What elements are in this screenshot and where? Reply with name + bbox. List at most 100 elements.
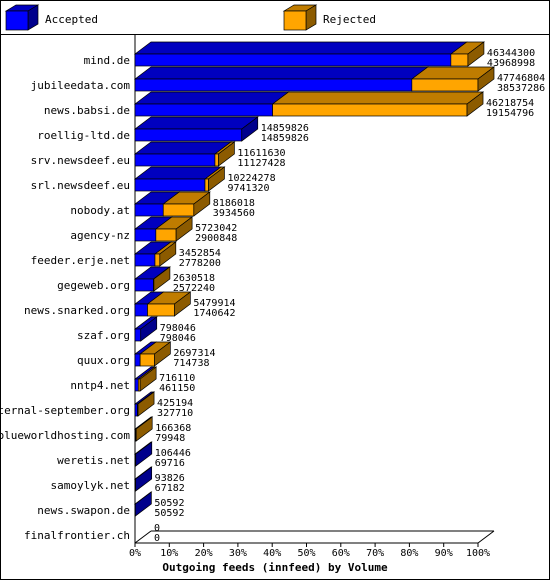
value-label-offered: 5479914: [193, 298, 235, 309]
value-label-accepted: 14859826: [261, 133, 309, 144]
value-label-offered: 798046: [160, 323, 196, 334]
bar-row: [133, 291, 192, 317]
bar-side-face: [153, 266, 171, 292]
value-label-accepted: 0: [154, 533, 160, 544]
bars: [133, 41, 496, 517]
value-label-offered: 46218754: [486, 98, 534, 109]
bar-side-face: [467, 41, 485, 67]
value-label-accepted: 79948: [155, 433, 185, 444]
bar-accepted: [133, 41, 468, 67]
x-tick-label: 10%: [160, 548, 178, 559]
bar-side-face: [135, 466, 153, 492]
category-label: samoylyk.net: [51, 479, 130, 492]
value-label-accepted: 69716: [155, 458, 185, 469]
category-label: feeder.erje.net: [31, 254, 130, 267]
value-label-accepted: 19154796: [486, 108, 534, 119]
bar-rejected: [139, 341, 172, 367]
bar-accepted: [133, 91, 290, 117]
value-label-accepted: 1740642: [193, 308, 235, 319]
category-label: roellig-ltd.de: [37, 129, 130, 142]
value-label-offered: 0: [154, 523, 160, 534]
bar-row: [133, 166, 226, 192]
bar-side-face: [174, 291, 191, 317]
bar-side-face: [175, 216, 193, 242]
value-label-offered: 5723042: [195, 223, 237, 234]
category-label: weretis.net: [57, 454, 130, 467]
x-tick-label: 100%: [466, 548, 490, 559]
x-axis-depth-right: [477, 530, 495, 544]
bar-row: [133, 141, 236, 167]
category-label: nntp4.net: [70, 379, 130, 392]
category-label: srl.newsdeef.eu: [31, 179, 130, 192]
category-label: eternal-september.org: [0, 404, 130, 417]
category-label: agency-nz: [70, 229, 130, 242]
bar-rejected: [271, 91, 485, 117]
bar-rejected: [449, 41, 485, 67]
value-label-accepted: 11127428: [237, 158, 285, 169]
category-labels: mind.de jubileedata.com news.babsi.de roell…: [0, 54, 130, 542]
bar-side-face: [154, 341, 171, 367]
bar-row: [133, 416, 154, 442]
x-tick-label: 70%: [366, 548, 384, 559]
value-label-accepted: 67182: [155, 483, 185, 494]
bar-row: [133, 116, 259, 142]
value-label-offered: 716110: [159, 373, 195, 384]
category-label: quux.org: [77, 354, 130, 367]
value-label-offered: 2697314: [173, 348, 215, 359]
bar-side-face: [466, 91, 484, 117]
value-label-offered: 47746804: [497, 73, 545, 84]
legend-label-rejected: Rejected: [323, 13, 376, 26]
value-label-accepted: 2572240: [173, 283, 215, 294]
value-label-accepted: 461150: [159, 383, 195, 394]
bar-row: [133, 366, 158, 392]
legend-swatch-rejected: [283, 10, 307, 31]
x-ticks: 0% 10% 20% 30% 40% 50% 60% 70% 80% 90% 100%: [129, 543, 490, 559]
value-label-offered: 2630518: [173, 273, 215, 284]
category-label: jubileedata.com: [31, 79, 131, 92]
x-tick-label: 40%: [263, 548, 281, 559]
bar-row: [133, 491, 153, 517]
x-tick-label: 80%: [400, 548, 418, 559]
bar-rejected: [146, 291, 192, 317]
bar-row: [133, 191, 211, 217]
value-label-offered: 8186018: [213, 198, 255, 209]
x-tick-label: 30%: [229, 548, 247, 559]
value-label-offered: 14859826: [261, 123, 309, 134]
category-label: news.snarked.org: [24, 304, 130, 317]
category-label: nobody.at: [70, 204, 130, 217]
bar-row: [133, 241, 177, 267]
value-label-accepted: 714738: [173, 358, 209, 369]
value-label-offered: 46344300: [487, 48, 535, 59]
value-label-accepted: 9741320: [227, 183, 269, 194]
category-label: mind.de: [84, 54, 130, 67]
bar-row: [133, 316, 158, 342]
bar-side-face: [208, 166, 225, 192]
bar-row: [133, 441, 153, 467]
bar-side-face: [139, 366, 157, 392]
category-label: news.swapon.de: [37, 504, 130, 517]
bar-row: [133, 216, 194, 242]
value-label-offered: 93826: [155, 473, 185, 484]
x-axis-depth-left: [134, 530, 152, 544]
legend-swatch-accepted: [5, 10, 29, 31]
bar-side-face: [193, 191, 211, 217]
x-tick-label: 90%: [435, 548, 453, 559]
bar-row: [133, 91, 485, 117]
bar-side-face: [477, 66, 495, 92]
value-label-accepted: 38537286: [497, 83, 545, 94]
bar-accepted: [133, 116, 259, 142]
value-label-accepted: 2778200: [179, 258, 221, 269]
bar-side-face: [135, 491, 152, 517]
value-label-accepted: 327710: [157, 408, 193, 419]
category-label: blueworldhosting.com: [0, 429, 130, 442]
bar-row: [133, 266, 171, 292]
value-label-offered: 166368: [155, 423, 191, 434]
bar-row: [133, 66, 496, 92]
bar-accepted: [133, 66, 429, 92]
value-label-offered: 50592: [154, 498, 184, 509]
bar-row: [133, 341, 172, 367]
bar-side-face: [137, 391, 155, 417]
value-label-offered: 11611630: [237, 148, 285, 159]
bar-side-face: [159, 241, 177, 267]
x-tick-label: 50%: [297, 548, 315, 559]
